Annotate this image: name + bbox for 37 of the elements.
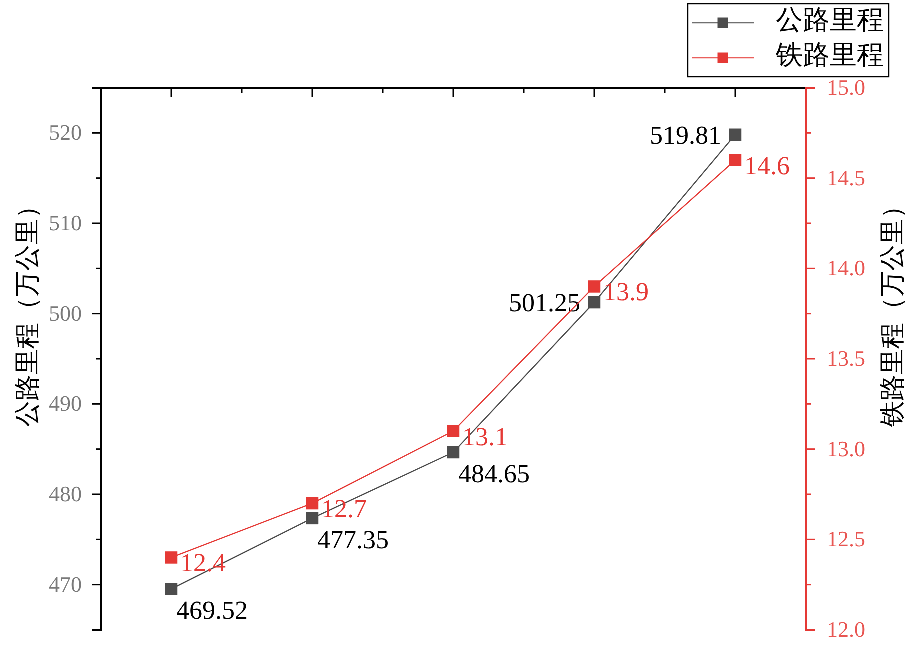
y-tick-label: 490 xyxy=(49,391,82,416)
point xyxy=(165,583,178,596)
y2-tick-label: 14.5 xyxy=(827,165,866,190)
y-tick-label: 480 xyxy=(49,482,82,507)
y2-tick-label: 14.0 xyxy=(827,256,866,281)
y2-tick-label: 15.0 xyxy=(827,75,866,100)
y2-tick-label: 12.5 xyxy=(827,526,866,552)
point xyxy=(588,296,601,309)
point xyxy=(447,425,460,438)
data-label: 501.25 xyxy=(509,288,580,318)
data-label: 12.4 xyxy=(180,548,226,578)
y-tick-label: 510 xyxy=(49,210,82,236)
legend-label: 铁路里程 xyxy=(775,40,884,70)
y-tick-label: 470 xyxy=(49,572,82,597)
point xyxy=(588,280,601,293)
data-label: 13.9 xyxy=(604,278,649,307)
data-label: 519.81 xyxy=(650,120,722,150)
point xyxy=(729,154,742,166)
y-axis-title: 公路里程（万公里） xyxy=(12,193,42,428)
y2-axis-title: 铁路里程（万公里） xyxy=(878,193,907,428)
data-label: 13.1 xyxy=(462,422,508,452)
point xyxy=(729,128,742,142)
data-label: 12.7 xyxy=(322,494,367,524)
point xyxy=(306,497,319,510)
y2-tick-label: 13.0 xyxy=(827,436,866,462)
point xyxy=(165,552,178,564)
legend-label: 公路里程 xyxy=(776,5,884,36)
y2-tick-label: 13.5 xyxy=(827,346,866,372)
point xyxy=(447,446,460,459)
y2-tick-label: 12.0 xyxy=(827,617,866,642)
data-label: 469.52 xyxy=(176,596,248,626)
data-label: 484.65 xyxy=(458,459,530,488)
data-label: 477.35 xyxy=(318,525,389,554)
point xyxy=(306,512,319,525)
y-tick-label: 520 xyxy=(49,120,82,146)
data-label: 14.6 xyxy=(744,151,790,180)
y-tick-label: 500 xyxy=(49,300,82,326)
